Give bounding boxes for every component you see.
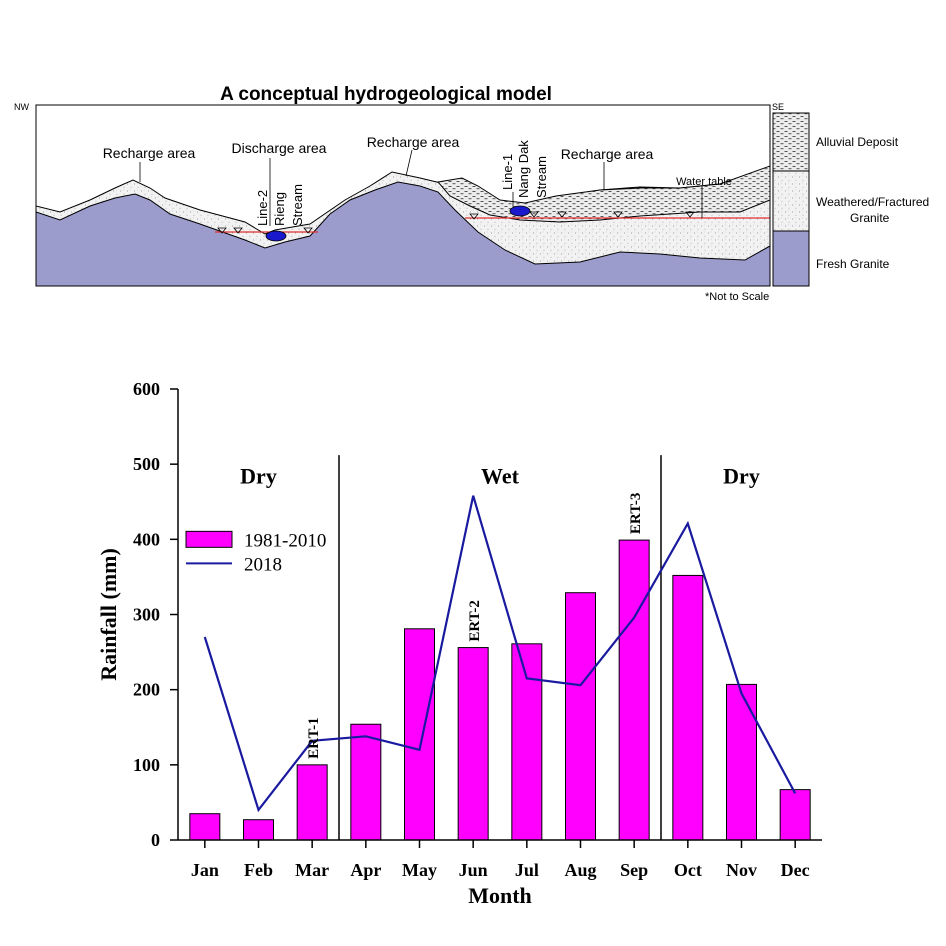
legend-fresh-label: Fresh Granite	[816, 257, 890, 271]
legend-alluvial-label: Alluvial Deposit	[816, 135, 899, 149]
legend-fresh-swatch	[772, 230, 810, 287]
bar-series-1981-2010	[189, 539, 811, 841]
legend-weathered-label-1: Weathered/Fractured	[816, 195, 929, 209]
label-leaders	[139, 149, 703, 226]
rieng-stream-marker	[265, 230, 287, 242]
y-tick-label-500: 500	[133, 454, 160, 474]
y-tick-label-100: 100	[133, 755, 160, 775]
legend-label-2018: 2018	[244, 554, 282, 575]
x-tick-label-jun: Jun	[459, 860, 488, 880]
rieng-label: Rieng	[272, 192, 287, 226]
water-level-markers	[217, 211, 695, 234]
water-table-line	[215, 217, 770, 233]
x-tick-label-may: May	[402, 860, 437, 880]
y-tick-label-0: 0	[151, 830, 160, 850]
recharge-area-label-2: Recharge area	[367, 134, 460, 150]
x-tick-label-jan: Jan	[191, 860, 219, 880]
bar-may	[404, 628, 435, 841]
annotation-ert-1: ERT-1	[306, 717, 322, 758]
line-series-2018	[203, 495, 797, 813]
nang-dak-label: Nang Dak	[516, 140, 531, 198]
nang-dak-stream-marker	[509, 205, 531, 217]
y-tick-label-300: 300	[133, 605, 160, 625]
nw-label: NW	[14, 102, 29, 112]
bar-oct	[672, 574, 704, 841]
water-table-label: Water table	[676, 176, 732, 188]
season-label-dry-0: Dry	[240, 464, 277, 489]
season-label-wet-1: Wet	[481, 464, 520, 489]
x-axis-ticks: Jan Feb Mar Apr May Jun Jul Aug Sep Oct Nov Dec	[191, 840, 810, 880]
bar-feb	[243, 819, 274, 841]
season-labels: Dry Wet Dry	[240, 464, 760, 489]
y-tick-label-400: 400	[133, 529, 160, 549]
bar-jun	[457, 647, 489, 841]
line2-label: Line-2	[255, 190, 270, 226]
hydrogeological-model: A conceptual hydrogeological model NW SE	[14, 84, 929, 303]
discharge-area-label: Discharge area	[232, 140, 327, 156]
legend-alluvial-swatch	[772, 112, 810, 172]
model-frame	[35, 104, 771, 287]
bar-aug	[565, 592, 596, 841]
se-label: SE	[772, 102, 784, 112]
not-to-scale-note: *Not to Scale	[705, 291, 769, 303]
bar-mar	[296, 764, 328, 841]
stream-label-2: Stream	[534, 156, 549, 198]
rainfall-chart: 0 100 200 300 400 500 600 Jan Feb Mar Apr May Jun Ju…	[96, 379, 822, 908]
line1-label: Line-1	[500, 154, 515, 190]
legend-weathered-swatch	[772, 170, 810, 232]
y-tick-label-200: 200	[133, 680, 160, 700]
season-dividers	[338, 455, 662, 840]
fresh-granite-layer	[36, 181, 770, 286]
x-tick-label-sep: Sep	[620, 860, 648, 880]
x-tick-label-jul: Jul	[515, 860, 539, 880]
recharge-area-label-3: Recharge area	[561, 146, 654, 162]
y-axis-title: Rainfall (mm)	[96, 548, 121, 681]
cross-section	[36, 149, 770, 286]
bar-apr	[350, 723, 382, 841]
legend-label-1981-2010: 1981-2010	[244, 530, 326, 551]
line-2018-path	[203, 495, 797, 813]
annotation-ert-2: ERT-2	[467, 600, 483, 641]
x-tick-label-feb: Feb	[244, 860, 273, 880]
legend-swatch-1981-2010	[185, 530, 233, 548]
x-tick-label-oct: Oct	[674, 860, 702, 880]
x-tick-label-nov: Nov	[726, 860, 757, 880]
chart-legend: 1981-2010 2018	[185, 530, 326, 575]
bar-sep	[618, 539, 650, 841]
x-tick-label-dec: Dec	[781, 860, 810, 880]
bar-jan	[189, 813, 221, 841]
legend-weathered-label-2: Granite	[850, 211, 890, 225]
x-tick-label-apr: Apr	[350, 860, 381, 880]
annotation-ert-3: ERT-3	[628, 493, 644, 534]
x-tick-label-aug: Aug	[564, 860, 596, 880]
bar-dec	[779, 789, 811, 841]
model-title: A conceptual hydrogeological model	[220, 84, 552, 105]
model-legend: Alluvial Deposit Weathered/Fractured Gra…	[772, 112, 929, 287]
x-axis-title: Month	[468, 883, 532, 908]
stream-label-1: Stream	[290, 184, 305, 226]
bar-jul	[511, 643, 543, 841]
y-tick-label-600: 600	[133, 379, 160, 399]
x-tick-label-mar: Mar	[295, 860, 329, 880]
y-axis-ticks: 0 100 200 300 400 500 600	[133, 379, 178, 850]
recharge-area-label-1: Recharge area	[103, 145, 196, 161]
season-label-dry-2: Dry	[723, 464, 760, 489]
ert-annotations: ERT-1 ERT-2 ERT-3	[306, 493, 644, 759]
bar-nov	[726, 683, 757, 841]
